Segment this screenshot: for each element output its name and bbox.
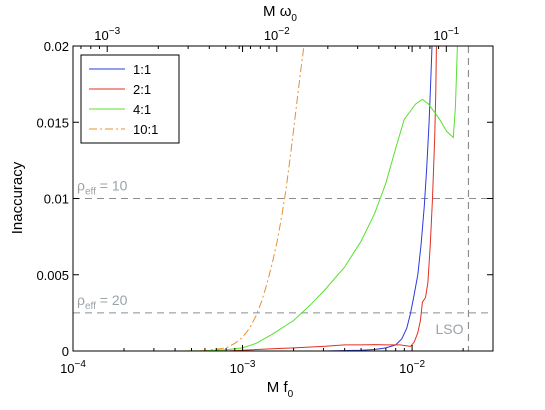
y-tick-label: 0.005	[36, 268, 69, 283]
legend: 1:1 2:1 4:1 10:1	[80, 54, 180, 144]
legend-label: 10:1	[133, 122, 158, 137]
series-line	[175, 45, 458, 352]
legend-label: 2:1	[133, 82, 151, 97]
series-line	[183, 45, 305, 352]
plot-frame	[72, 45, 494, 352]
series-group	[175, 45, 458, 352]
legend-label: 1:1	[133, 62, 151, 77]
y-axis-label: Inaccuracy	[9, 161, 26, 234]
legend-box	[80, 54, 180, 144]
series-line	[226, 45, 437, 352]
x-tick-label: 10−3	[230, 359, 256, 376]
reference-line-label: ρeff = 10	[77, 178, 128, 198]
x-tick-label: 10−2	[399, 359, 425, 376]
legend-label: 4:1	[133, 102, 151, 117]
top-x-tick-label: 10−1	[433, 26, 459, 43]
reference-line-label: ρeff = 20	[77, 292, 128, 312]
series-line	[323, 45, 433, 352]
x-axis-label: M f0	[267, 379, 294, 400]
ticks-group: 10−4 10−3 10−2 10−3 10−2 10−1 0 0.005 0.01 0.015 0…	[36, 26, 494, 376]
x-tick-label: 10−4	[60, 359, 86, 376]
reference-lines: ρeff = 10 ρeff = 20 LSO	[73, 46, 493, 351]
reference-line-label: LSO	[435, 321, 463, 337]
top-x-axis-label: M ω0	[263, 3, 297, 24]
y-tick-label: 0	[62, 344, 69, 359]
top-x-tick-label: 10−3	[94, 26, 120, 43]
y-tick-label: 0.015	[36, 115, 69, 130]
top-x-tick-label: 10−2	[264, 26, 290, 43]
y-tick-label: 0.02	[44, 39, 69, 54]
y-tick-label: 0.01	[44, 192, 69, 207]
